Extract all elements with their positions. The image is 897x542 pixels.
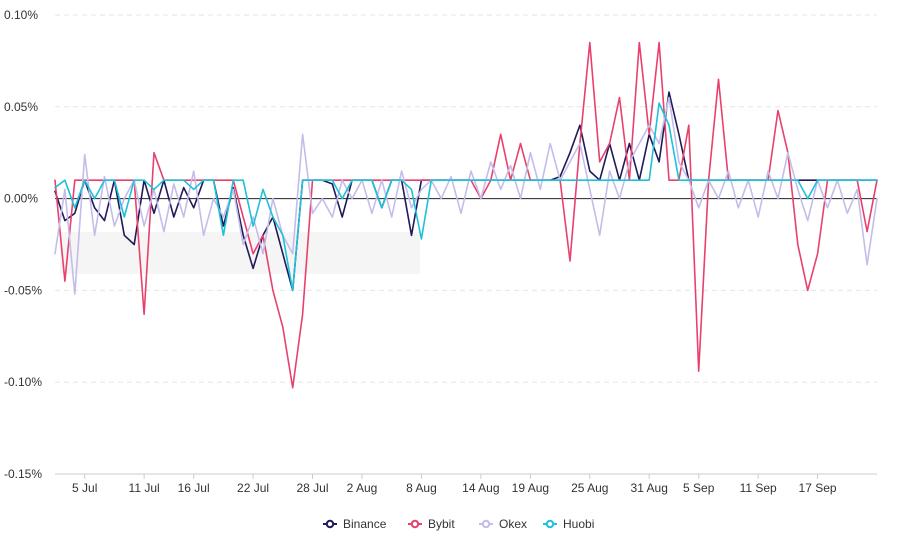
legend-label: Huobi (563, 517, 594, 531)
watermark-shape (60, 232, 420, 274)
x-tick-label: 25 Aug (571, 481, 608, 495)
legend-item-binance[interactable]: Binance (323, 517, 387, 531)
x-tick-label: 31 Aug (631, 481, 668, 495)
series-line-bybit (54, 41, 878, 389)
x-tick-label: 11 Sep (740, 481, 777, 495)
y-axis: 0.10% 0.05% 0.00% -0.05% -0.10% -0.15% (4, 8, 42, 481)
y-tick-label: 0.00% (4, 192, 38, 206)
x-tick-label: 22 Jul (237, 481, 269, 495)
x-tick-label: 8 Aug (406, 481, 437, 495)
x-tick-label: 28 Jul (296, 481, 328, 495)
x-tick-label: 11 Jul (129, 481, 160, 495)
x-tick-label: 19 Aug (512, 481, 549, 495)
legend-label: Binance (343, 517, 387, 531)
x-tick-label: 5 Jul (72, 481, 97, 495)
x-tick-label: 2 Aug (347, 481, 378, 495)
legend-label: Bybit (428, 517, 455, 531)
x-tick-label: 14 Aug (462, 481, 499, 495)
y-tick-label: -0.05% (4, 283, 42, 297)
x-tick-label: 16 Jul (178, 481, 210, 495)
legend-marker-icon (545, 519, 555, 529)
legend-marker-icon (410, 519, 420, 529)
y-tick-label: -0.10% (4, 375, 42, 389)
y-tick-label: 0.10% (4, 8, 38, 22)
legend-marker-icon (325, 519, 335, 529)
y-tick-label: -0.15% (4, 467, 42, 481)
legend-item-huobi[interactable]: Huobi (543, 517, 594, 531)
x-tick-label: 17 Sep (799, 481, 837, 495)
series-line-huobi (54, 102, 878, 292)
x-tick-label: 5 Sep (683, 481, 715, 495)
watermark-layer (60, 232, 420, 274)
x-axis: 5 Jul 11 Jul 16 Jul 22 Jul 28 Jul 2 Aug 8 Aug 1… (55, 473, 877, 495)
legend[interactable]: Binance Bybit Okex Huobi (323, 517, 594, 531)
legend-item-bybit[interactable]: Bybit (408, 517, 455, 531)
legend-item-okex[interactable]: Okex (479, 517, 527, 531)
legend-marker-icon (481, 519, 491, 529)
y-tick-label: 0.05% (4, 100, 38, 114)
series-line-okex (54, 96, 878, 295)
legend-label: Okex (499, 517, 527, 531)
series-lines (54, 41, 878, 389)
